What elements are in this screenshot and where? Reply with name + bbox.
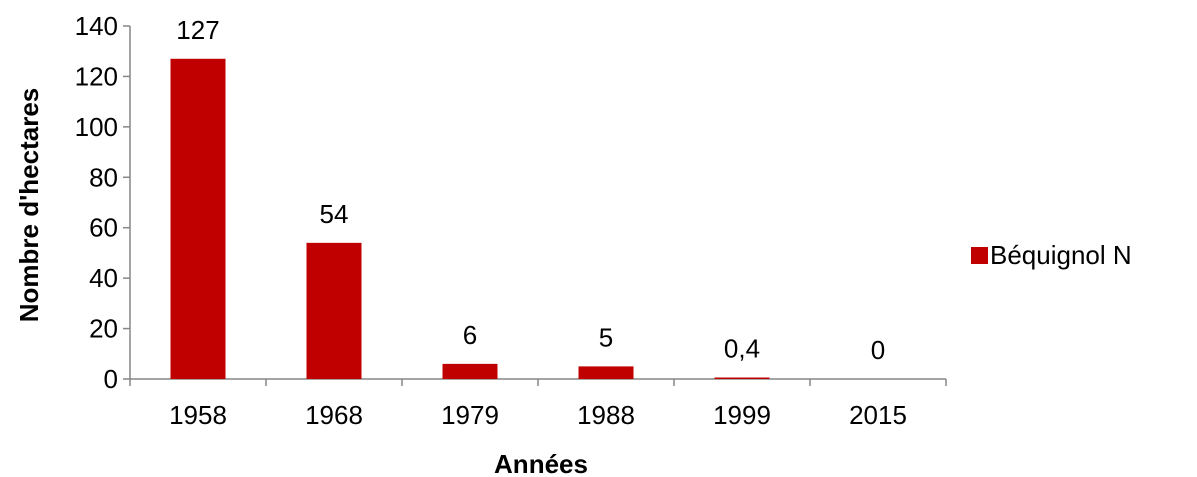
x-tick-label: 1958	[169, 400, 227, 430]
x-tick-label: 1968	[305, 400, 363, 430]
x-tick-label: 1979	[441, 400, 499, 430]
y-tick-label: 20	[89, 314, 118, 344]
data-label-1968: 54	[320, 199, 349, 229]
data-label-1988: 5	[599, 322, 613, 352]
legend-swatch	[971, 247, 988, 264]
data-label-1999: 0,4	[724, 334, 760, 364]
y-tick-label: 0	[104, 364, 118, 394]
y-tick-label: 120	[75, 61, 118, 91]
data-labels: 127 54 6 5 0,4 0	[176, 15, 885, 365]
bar-1979	[442, 363, 498, 379]
legend: Béquignol N	[971, 240, 1132, 270]
y-tick-label: 100	[75, 112, 118, 142]
bar-1958	[170, 58, 226, 380]
x-axis: 1958 1968 1979 1988 1999 2015	[129, 378, 947, 430]
y-axis: 0 20 40 60 80 100 120 140	[75, 11, 131, 394]
x-tick-label: 1988	[577, 400, 635, 430]
y-axis-title: Nombre d'hectares	[14, 88, 44, 322]
x-tick-label: 2015	[849, 400, 907, 430]
data-label-1958: 127	[176, 15, 219, 45]
bar-series	[170, 58, 770, 380]
y-tick-label: 80	[89, 162, 118, 192]
legend-label: Béquignol N	[990, 240, 1132, 270]
y-tick-label: 40	[89, 263, 118, 293]
data-label-2015: 0	[871, 335, 885, 365]
data-label-1979: 6	[463, 320, 477, 350]
y-tick-label: 60	[89, 213, 118, 243]
x-tick-label: 1999	[713, 400, 771, 430]
x-axis-title: Années	[494, 449, 588, 477]
bar-1988	[578, 366, 634, 379]
bar-1999	[714, 377, 770, 379]
y-tick-label: 140	[75, 11, 118, 41]
bar-1968	[306, 242, 362, 379]
